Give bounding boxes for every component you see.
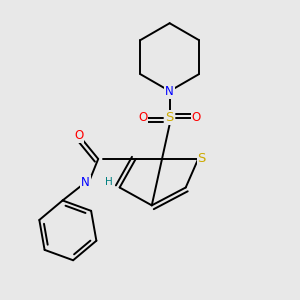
Text: O: O bbox=[192, 111, 201, 124]
Text: S: S bbox=[198, 152, 206, 165]
Text: N: N bbox=[81, 176, 90, 189]
Text: O: O bbox=[74, 129, 83, 142]
Text: N: N bbox=[165, 85, 174, 98]
Text: O: O bbox=[138, 111, 148, 124]
Text: H: H bbox=[105, 177, 113, 187]
Text: S: S bbox=[166, 111, 174, 124]
